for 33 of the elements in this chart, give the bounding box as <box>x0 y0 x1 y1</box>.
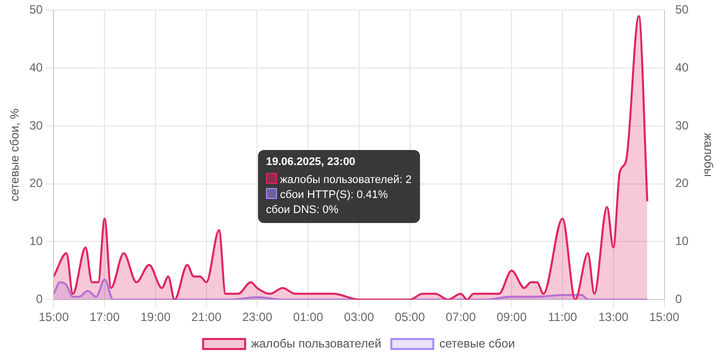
x-tick-label: 23:00 <box>242 310 273 324</box>
y-tick-label: 40 <box>29 60 44 74</box>
x-tick-label: 15:00 <box>38 310 70 324</box>
y-tick-label: 10 <box>29 234 44 248</box>
y2-tick-label: 50 <box>675 2 689 17</box>
y2-tick-label: 0 <box>675 292 682 306</box>
x-tick-label: 11:00 <box>548 310 578 324</box>
x-tick-label: 13:00 <box>598 310 629 324</box>
y2-tick-label: 20 <box>675 176 689 190</box>
x-tick-label: 07:00 <box>446 310 476 324</box>
y-axis-title: сетевые сбои, % <box>8 108 22 202</box>
legend-label: сетевые сбои <box>439 336 515 350</box>
x-tick-label: 17:00 <box>90 310 120 324</box>
x-tick-label: 09:00 <box>496 310 527 324</box>
x-tick-label: 21:00 <box>191 310 222 324</box>
x-tick-label: 03:00 <box>344 310 374 324</box>
x-tick-label: 05:00 <box>394 310 426 324</box>
y-tick-label: 20 <box>29 176 44 190</box>
annotation: жалобы пользователей: 2 <box>279 173 412 188</box>
x-tick-label: 19:00 <box>140 310 171 324</box>
annotation: сбои HTTP(S): 0.41% <box>279 188 389 203</box>
annotation: сбои DNS: 0% <box>266 203 340 218</box>
x-tick-label: 15:00 <box>649 310 680 324</box>
y-tick-label: 0 <box>36 292 44 306</box>
y-tick-label: 30 <box>29 118 44 132</box>
y2-tick-label: 30 <box>675 118 689 132</box>
annotation: 19.06.2025, 23:00 <box>266 155 356 170</box>
legend-label: жалобы пользователей <box>251 336 382 350</box>
y2-tick-label: 10 <box>675 234 689 248</box>
y2-axis-title: жалобы <box>702 132 716 177</box>
x-tick-label: 01:00 <box>293 310 324 324</box>
y2-tick-label: 40 <box>675 60 689 74</box>
y-tick-label: 50 <box>29 2 44 17</box>
